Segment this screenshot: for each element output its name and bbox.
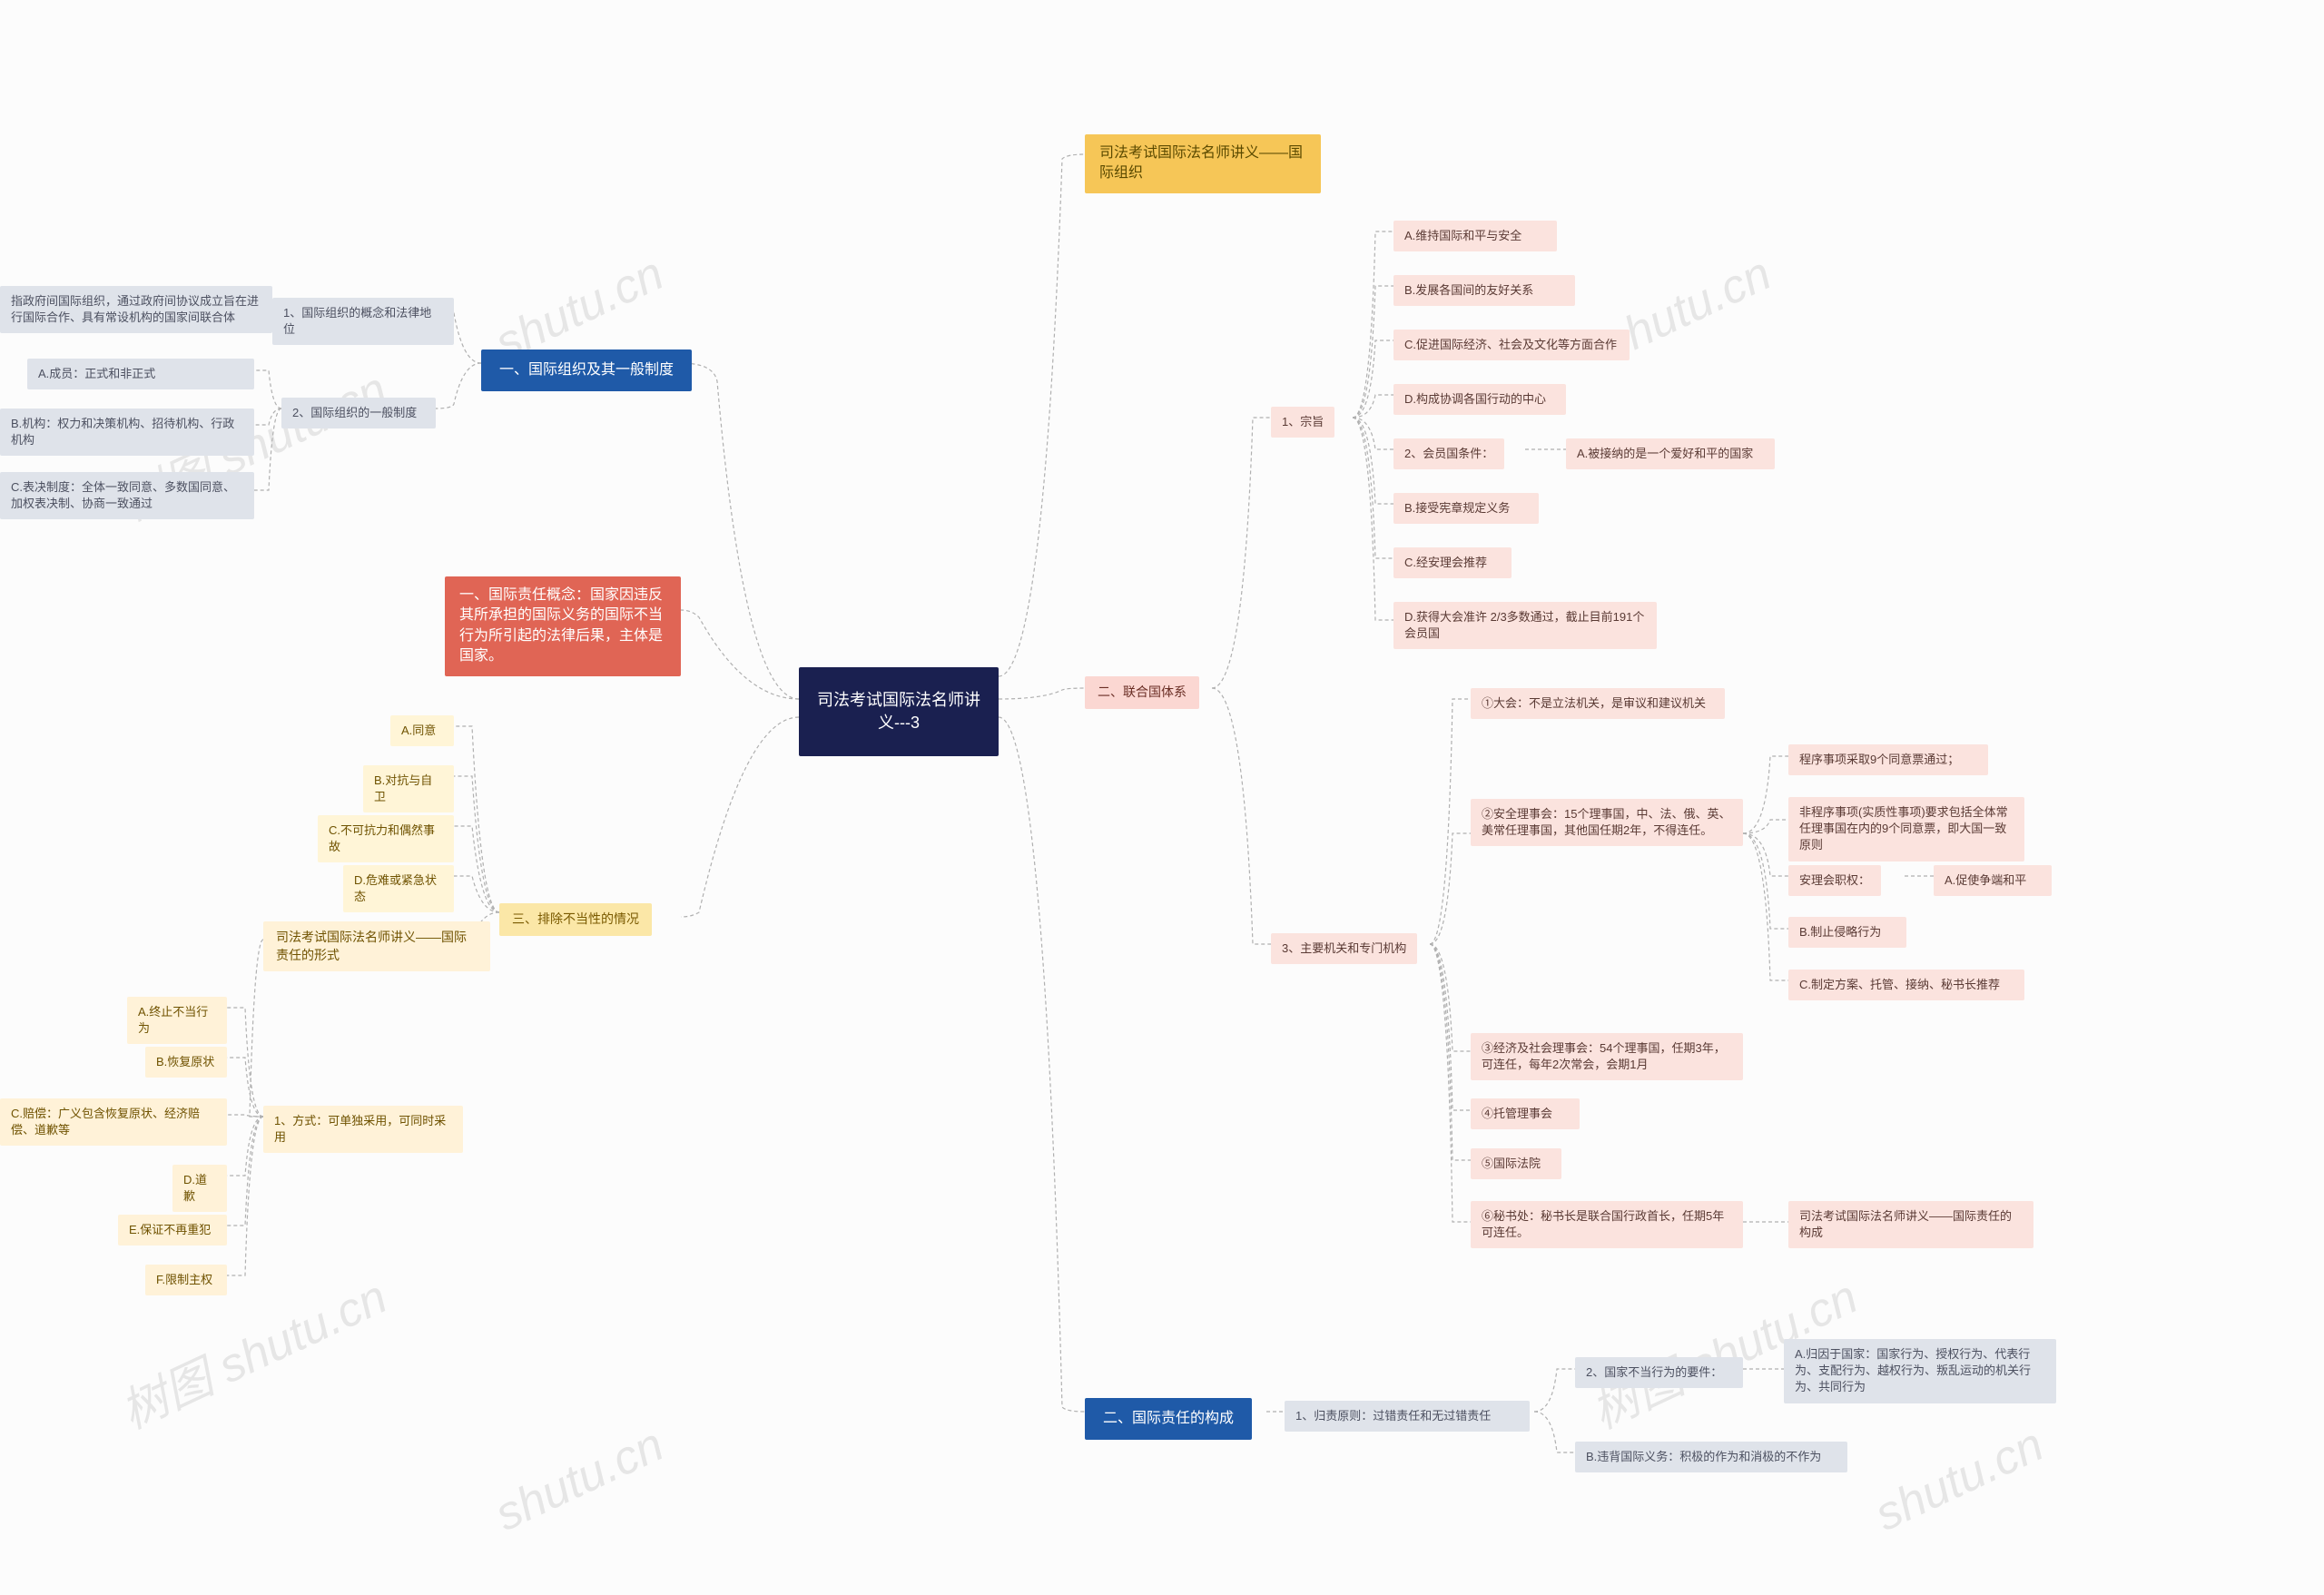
left-branch1: 一、国际组织及其一般制度 (481, 350, 692, 391)
right-branch4-2-b: B.违背国际义务：积极的作为和消极的不作为 (1575, 1442, 1847, 1472)
right-sec1-member: 2、会员国条件： (1393, 438, 1504, 469)
left-branch3-a: A.同意 (390, 715, 454, 746)
left-branch3-sub-e: E.保证不再重犯 (118, 1215, 227, 1245)
mindmap-canvas: 树图 shutu.cn shutu.cn 树图 shutu.cn shutu.c… (0, 0, 2324, 1595)
watermark: shutu.cn (487, 1417, 673, 1541)
left-branch2: 一、国际责任概念：国家因违反其所承担的国际义务的国际不当行为所引起的法律后果，主… (445, 576, 681, 676)
right-header: 司法考试国际法名师讲义——国际组织 (1085, 134, 1321, 193)
right-sec1-member-b: B.接受宪章规定义务 (1393, 493, 1539, 524)
left-branch3-sub-label: 1、方式：可单独采用，可同时采用 (263, 1106, 463, 1153)
left-branch1-item2-a: A.成员：正式和非正式 (27, 359, 254, 389)
left-branch3-sub-b: B.恢复原状 (145, 1047, 227, 1078)
left-branch1-item2-b: B.机构：权力和决策机构、招待机构、行政机构 (0, 409, 254, 456)
right-branch4-1: 1、归责原则：过错责任和无过错责任 (1285, 1401, 1530, 1432)
right-sec3-6: ⑥秘书处：秘书长是联合国行政首长，任期5年可连任。 (1471, 1201, 1743, 1248)
right-branch4-2: 2、国家不当行为的要件： (1575, 1357, 1743, 1388)
right-sec3-6-note: 司法考试国际法名师讲义——国际责任的构成 (1788, 1201, 2034, 1248)
right-sec3-2: ②安全理事会：15个理事国，中、法、俄、英、美常任理事国，其他国任期2年，不得连… (1471, 799, 1743, 846)
left-branch1-item1: 1、国际组织的概念和法律地位 (272, 298, 454, 345)
right-sec3-5: ⑤国际法院 (1471, 1148, 1561, 1179)
left-branch3-d: D.危难或紧急状态 (343, 865, 454, 912)
right-sec3-2-b: 非程序事项(实质性事项)要求包括全体常任理事国在内的9个同意票，即大国一致原则 (1788, 797, 2024, 861)
right-sec1-member-d: D.获得大会准许 2/3多数通过，截止目前191个会员国 (1393, 602, 1657, 649)
left-branch3-sub-a: A.终止不当行为 (127, 997, 227, 1044)
left-branch3-c: C.不可抗力和偶然事故 (318, 815, 454, 862)
right-sec1-label: 1、宗旨 (1271, 407, 1334, 438)
left-branch1-item2-c: C.表决制度：全体一致同意、多数国同意、加权表决制、协商一致通过 (0, 472, 254, 519)
right-sec3-2-c-c: C.制定方案、托管、接纳、秘书长推荐 (1788, 970, 2024, 1000)
right-sec3-label: 3、主要机关和专门机构 (1271, 933, 1417, 964)
left-branch3-sub-title: 司法考试国际法名师讲义——国际责任的形式 (263, 921, 490, 971)
left-branch3: 三、排除不当性的情况 (499, 903, 652, 936)
right-sec1-d: D.构成协调各国行动的中心 (1393, 384, 1566, 415)
right-sec3-4: ④托管理事会 (1471, 1098, 1580, 1129)
right-branch4-2-a: A.归因于国家：国家行为、授权行为、代表行为、支配行为、越权行为、叛乱运动的机关… (1784, 1339, 2056, 1403)
root-node: 司法考试国际法名师讲义---3 (799, 667, 999, 756)
watermark: shutu.cn (1867, 1417, 2053, 1541)
left-branch1-item1-child: 指政府间国际组织，通过政府间协议成立旨在进行国际合作、具有常设机构的国家间联合体 (0, 286, 272, 333)
right-sec3-2-c-b: B.制止侵略行为 (1788, 917, 1906, 948)
right-sec3-2-c: 安理会职权： (1788, 865, 1881, 896)
right-sec3-1: ①大会：不是立法机关，是审议和建议机关 (1471, 688, 1725, 719)
right-sec1-member-c: C.经安理会推荐 (1393, 547, 1512, 578)
left-branch1-item2: 2、国际组织的一般制度 (281, 398, 436, 428)
right-sec3-3: ③经济及社会理事会：54个理事国，任期3年，可连任，每年2次常会，会期1月 (1471, 1033, 1743, 1080)
right-sec1-c: C.促进国际经济、社会及文化等方面合作 (1393, 330, 1630, 360)
right-sec1-b: B.发展各国间的友好关系 (1393, 275, 1575, 306)
right-sec3-2-c-a: A.促使争端和平 (1934, 865, 2052, 896)
left-branch3-sub-f: F.限制主权 (145, 1265, 227, 1295)
right-branch4: 二、国际责任的构成 (1085, 1398, 1252, 1440)
right-sec1-member-a: A.被接纳的是一个爱好和平的国家 (1566, 438, 1775, 469)
right-sec3-2-a: 程序事项采取9个同意票通过； (1788, 744, 1988, 775)
right-sec1-a: A.维持国际和平与安全 (1393, 221, 1557, 251)
left-branch3-sub-c: C.赔偿：广义包含恢复原状、经济赔偿、道歉等 (0, 1098, 227, 1146)
right-branch2: 二、联合国体系 (1085, 676, 1199, 709)
left-branch3-sub-d: D.道歉 (172, 1165, 227, 1212)
left-branch3-b: B.对抗与自卫 (363, 765, 454, 812)
